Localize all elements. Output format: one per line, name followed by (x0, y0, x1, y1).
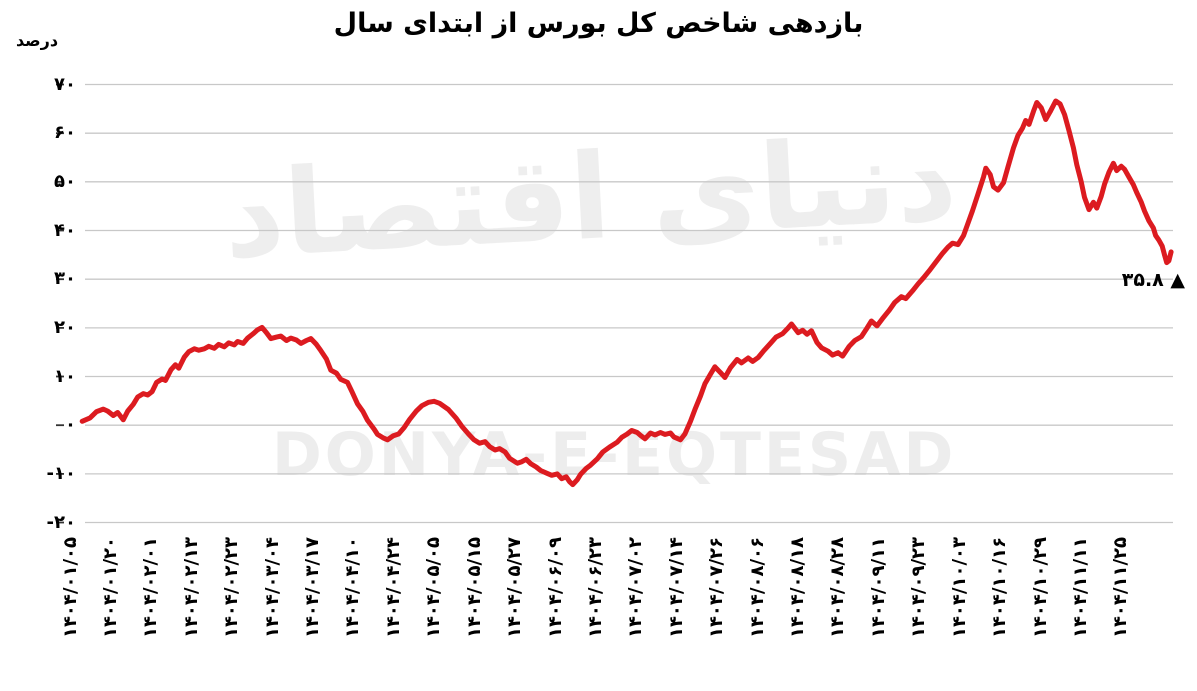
x-tick-label: ۱۴۰۴/۱۱/۱۱ (1070, 537, 1091, 639)
x-tick-label: ۱۴۰۴/۰۵/۰۵ (423, 537, 445, 639)
x-tick-label: ۱۴۰۴/۰۹/۱۱ (867, 537, 889, 639)
x-tick-label: ۱۴۰۴/۰۱/۰۵ (59, 537, 81, 639)
x-tick-label: ۱۴۰۴/۰۸/۲۸ (827, 537, 849, 639)
x-tick-label: ۱۴۰۴/۱۰/۲۹ (1029, 537, 1051, 639)
x-tick-label: ۱۴۰۴/۰۷/۱۴ (665, 537, 687, 639)
watermark-latin: DONYA-E-EQTESAD (272, 420, 957, 490)
x-tick-label: ۱۴۰۴/۰۴/۱۰ (342, 537, 364, 639)
chart-title: بازدهی شاخص کل بورس از ابتدای سال (333, 8, 864, 39)
x-tick-label: ۱۴۰۴/۰۳/۰۴ (261, 537, 283, 639)
y-tick-label: ۱۰ (54, 365, 76, 387)
y-axis-unit-label: درصد (15, 31, 59, 50)
x-tick-label: ۱۴۰۴/۰۲/۲۳ (221, 537, 243, 639)
x-tick-label: ۱۴۰۴/۰۸/۱۸ (787, 537, 809, 639)
x-tick-label: ۱۴۰۴/۰۶/۰۹ (544, 537, 566, 639)
x-tick-label: ۱۴۰۴/۰۵/۲۷ (504, 537, 526, 639)
last-value-text: ۳۵.۸ ▲ (1121, 269, 1185, 291)
x-tick-label: ۱۴۰۴/۰۶/۲۳ (584, 537, 606, 639)
x-tick-label: ۱۴۰۴/۰۷/۲۶ (706, 537, 728, 639)
y-tick-label: ۵۰ (54, 170, 76, 192)
y-tick-label: ۲۰ (54, 316, 76, 338)
y-tick-label: ۶۰ (54, 122, 76, 144)
x-tick-label: ۱۴۰۴/۰۳/۱۷ (302, 537, 324, 639)
last-value-annotation: ۳۵.۸ ▲ (1122, 269, 1185, 291)
x-tick-label: ۱۴۰۴/۰۸/۰۶ (746, 537, 768, 639)
x-tick-label: ۱۴۰۴/۱۰/۱۶ (989, 537, 1011, 639)
y-tick-label: ۰ (65, 414, 76, 436)
x-tick-label: ۱۴۰۴/۰۲/۰۱ (140, 537, 162, 639)
x-tick-label: ۱۴۰۴/۰۲/۱۳ (180, 537, 202, 639)
x-tick-label: ۱۴۰۴/۱۰/۰۳ (948, 537, 970, 639)
x-tick-label: ۱۴۰۴/۰۵/۱۵ (463, 537, 485, 639)
x-tick-label: ۱۴۰۴/۰۴/۲۴ (382, 537, 404, 639)
x-tick-label: ۱۴۰۴/۰۹/۲۳ (908, 537, 930, 639)
returns-line (79, 98, 1174, 488)
y-tick-label: ۷۰ (54, 73, 76, 95)
y-tick-label: ۳۰ (54, 268, 76, 290)
y-tick-label: -۲۰ (46, 511, 76, 533)
y-tick-label: ۴۰ (54, 219, 76, 241)
x-tick-label: ۱۴۰۴/۰۱/۲۰ (99, 537, 121, 639)
x-tick-label: ۱۴۰۴/۱۱/۲۵ (1110, 537, 1132, 639)
y-tick-label: -۱۰ (46, 462, 76, 484)
x-tick-label: ۱۴۰۴/۰۷/۰۲ (625, 537, 647, 639)
